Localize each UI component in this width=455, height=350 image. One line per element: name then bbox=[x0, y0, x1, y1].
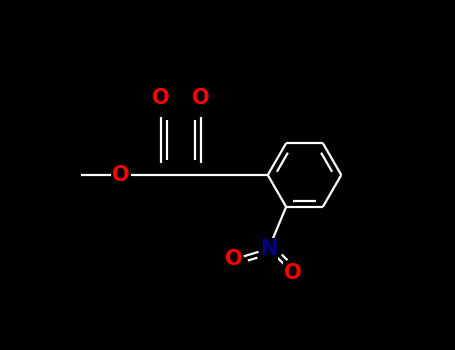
Text: O: O bbox=[152, 88, 170, 108]
Text: O: O bbox=[225, 249, 243, 270]
Text: O: O bbox=[112, 165, 130, 185]
Text: N: N bbox=[260, 239, 277, 259]
Text: O: O bbox=[284, 263, 302, 284]
Text: O: O bbox=[192, 88, 210, 108]
